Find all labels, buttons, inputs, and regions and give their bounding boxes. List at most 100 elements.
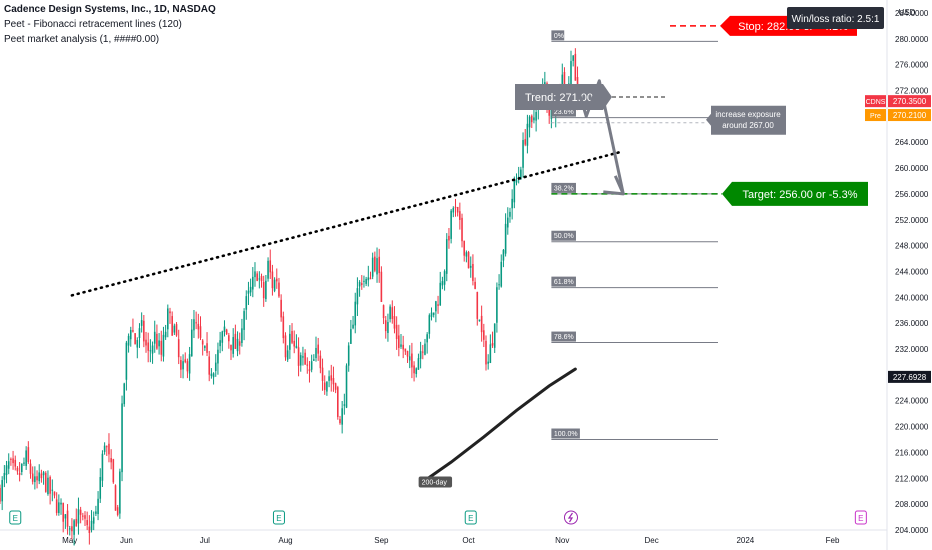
y-tick-label: 232.0000 (895, 345, 929, 354)
candle (44, 472, 47, 492)
candle (500, 261, 503, 287)
candle (182, 361, 184, 370)
earnings-marker[interactable] (9, 510, 22, 525)
candle (509, 211, 511, 217)
candle (487, 361, 489, 364)
winloss-label: Win/loss ratio: 2.5:1 (792, 14, 880, 25)
candle (245, 296, 248, 310)
ma200-line (419, 367, 577, 485)
candle (3, 473, 6, 480)
winloss-box (787, 7, 884, 29)
candle (356, 288, 359, 305)
candle (190, 329, 193, 357)
earnings-marker-label: E (13, 514, 18, 523)
candle (367, 277, 370, 281)
candle (535, 112, 537, 121)
candle (184, 359, 187, 363)
candle (214, 362, 217, 371)
y-tick-label: 256.0000 (895, 190, 929, 199)
candle (195, 322, 197, 324)
candle (369, 277, 372, 280)
x-tick-label: Dec (645, 536, 659, 545)
x-tick-label: Nov (555, 536, 569, 545)
candle (140, 320, 143, 326)
candle (199, 326, 202, 338)
note-box (706, 105, 786, 135)
candle (406, 351, 409, 357)
candle (88, 526, 91, 534)
x-tick-label: Jun (120, 536, 133, 545)
candle (350, 329, 352, 344)
candle (68, 528, 71, 530)
candle (282, 316, 285, 339)
candle (105, 446, 108, 448)
future-earnings-label: E (858, 514, 863, 523)
candle (467, 252, 470, 269)
candle (14, 459, 17, 467)
fib-label: 50.0% (554, 233, 574, 240)
candle (249, 286, 252, 293)
candle (84, 515, 86, 519)
earnings-marker[interactable] (272, 510, 285, 525)
candle (304, 352, 306, 365)
candle (315, 347, 317, 359)
candle (247, 290, 250, 294)
candle (295, 345, 298, 349)
y-tick-label: 216.0000 (895, 448, 929, 457)
candle (426, 334, 428, 343)
target-label-box (722, 181, 868, 206)
candle (476, 292, 479, 319)
candle (474, 281, 476, 289)
indicator-analysis-legend[interactable]: Peet market analysis (1, ####0.00) (4, 34, 160, 45)
candle (289, 333, 291, 350)
candle (504, 223, 507, 254)
candle (201, 340, 204, 345)
y-tick-label: 272.0000 (895, 86, 929, 95)
candle (225, 329, 228, 335)
earnings-marker[interactable] (464, 510, 477, 525)
candle (269, 260, 272, 273)
candle (415, 368, 418, 374)
candle (561, 74, 564, 92)
candle (363, 280, 365, 282)
y-tick-label: 212.0000 (895, 474, 929, 483)
currency-label[interactable]: USD (899, 8, 916, 17)
candle (164, 331, 167, 338)
candle (82, 515, 84, 517)
candle (51, 489, 54, 491)
candle (228, 335, 230, 342)
candle (36, 476, 38, 481)
candle (90, 520, 93, 531)
fib-label-box (551, 428, 580, 439)
x-tick-label: Oct (462, 536, 475, 545)
candle (34, 476, 36, 483)
price-tag-symbol: Pre (870, 113, 881, 120)
candle (528, 116, 531, 128)
future-earnings-marker[interactable] (854, 510, 867, 525)
candle (188, 354, 191, 374)
candle (212, 373, 215, 378)
chart-title: Cadence Design Systems, Inc., 1D, NASDAQ (4, 4, 216, 15)
x-tick-label: May (62, 536, 77, 545)
candle (16, 467, 19, 472)
candle (206, 343, 208, 353)
candle (526, 123, 529, 146)
earnings-marker-label: E (276, 514, 281, 523)
indicator-fib-legend[interactable]: Peet - Fibonacci retracement lines (120) (4, 19, 182, 30)
candle (243, 311, 245, 330)
y-tick-label: 240.0000 (895, 293, 929, 302)
candle (459, 211, 461, 220)
candle (1, 480, 3, 502)
candle (445, 239, 448, 274)
candle (86, 520, 88, 526)
candle (378, 256, 381, 274)
fib-label: 23.6% (554, 109, 574, 116)
candle (210, 373, 213, 377)
candle (371, 257, 374, 277)
candle (71, 526, 73, 532)
candle (99, 477, 102, 499)
candle (485, 340, 487, 365)
candle (193, 319, 195, 331)
